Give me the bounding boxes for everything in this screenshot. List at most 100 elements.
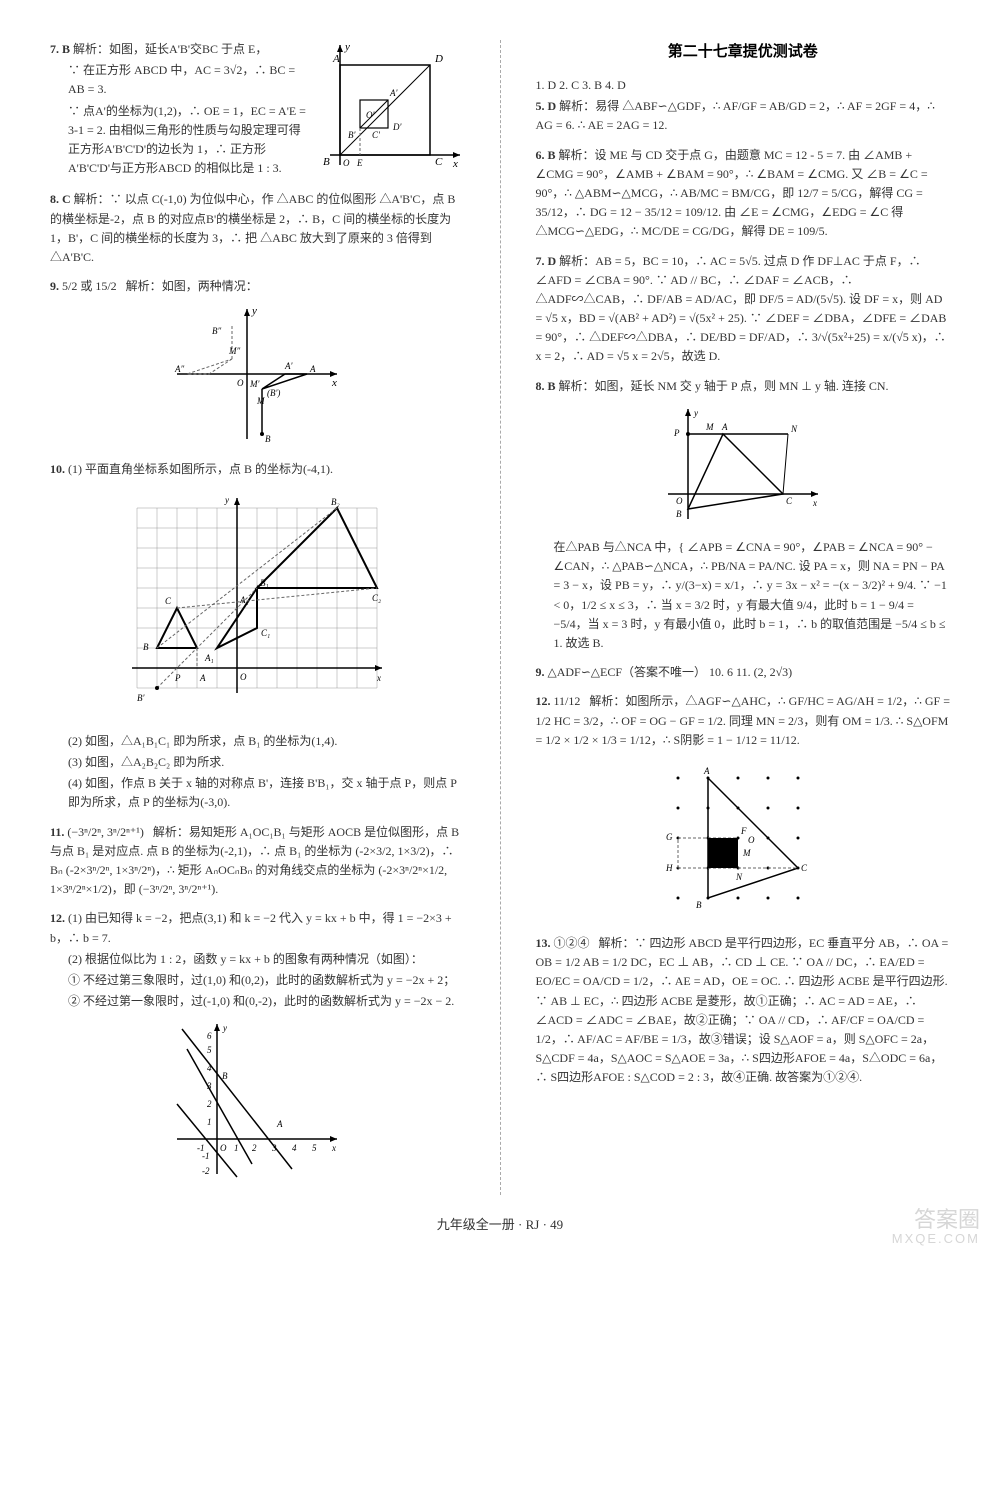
q7-l0: 如图，延长A'B'交BC 于点 E，: [109, 42, 267, 56]
r-q7-text: AB = 5，BC = 10，∴ AC = 5√5. 过点 D 作 DF⊥AC …: [536, 254, 947, 364]
r-q13-label: 解析：: [599, 936, 635, 950]
svg-text:y: y: [222, 1023, 227, 1033]
lbl-E: E: [356, 158, 363, 168]
svg-text:B: B: [696, 900, 702, 910]
svg-text:O: O: [240, 672, 247, 682]
q8-text: ∵ 以点 C(-1,0) 为位似中心，作 △ABC 的位似图形 △A'B'C，点…: [50, 192, 455, 264]
q8-num: 8. C: [50, 192, 71, 206]
lbl-Ap: A': [389, 88, 398, 98]
svg-text:y: y: [251, 305, 257, 317]
svg-text:M: M: [705, 422, 714, 432]
svg-text:A: A: [276, 1119, 283, 1129]
q11-num: 11.: [50, 825, 64, 839]
svg-text:x: x: [331, 1143, 336, 1153]
svg-text:5: 5: [312, 1143, 317, 1153]
q10: 10. (1) 平面直角坐标系如图所示，点 B 的坐标为(-4,1).: [50, 460, 465, 812]
q7-figure: A D C B A' D' B' C' O' O E x y: [315, 40, 465, 176]
q7-label: 解析：: [73, 42, 109, 56]
lbl-Op: O': [366, 110, 375, 120]
svg-text:B': B': [137, 693, 145, 703]
q11-ans: (−3ⁿ/2ⁿ, 3ⁿ/2ⁿ⁺¹): [67, 825, 143, 839]
r-q6: 6. B 解析：设 ME 与 CD 交于点 G，由题意 MC = 12 - 5 …: [536, 146, 951, 242]
svg-text:y: y: [693, 408, 698, 418]
svg-text:2: 2: [207, 1099, 212, 1109]
svg-text:F: F: [740, 826, 747, 836]
r-q8-label: 解析：: [559, 379, 595, 393]
svg-text:-2: -2: [202, 1166, 210, 1176]
svg-text:A: A: [199, 673, 206, 683]
svg-text:B: B: [265, 434, 271, 444]
svg-text:B: B: [222, 1071, 228, 1081]
svg-text:1: 1: [207, 1117, 212, 1127]
q7-num: 7. B: [50, 42, 70, 56]
r-q7-num: 7. D: [536, 254, 557, 268]
q10-p1: (1) 平面直角坐标系如图所示，点 B 的坐标为(-4,1).: [68, 462, 333, 476]
svg-text:y: y: [224, 495, 229, 505]
svg-text:M: M: [742, 848, 751, 858]
svg-text:M: M: [256, 396, 265, 406]
r-q8: 8. B 解析：如图，延长 NM 交 y 轴于 P 点，则 MN ⊥ y 轴. …: [536, 377, 951, 654]
svg-text:B₂: B₂: [331, 497, 340, 507]
svg-text:O: O: [676, 496, 683, 506]
q9: 9. 5/2 或 15/2 解析：如图，两种情况： y x O A A' A″ …: [50, 277, 465, 450]
svg-text:x: x: [812, 498, 817, 508]
r-q8-num: 8. B: [536, 379, 556, 393]
r-q13-text: ∵ 四边形 ABCD 是平行四边形，EC 垂直平分 AB，∴ OA = OB =…: [536, 936, 949, 1084]
q8: 8. C 解析：∵ 以点 C(-1,0) 为位似中心，作 △ABC 的位似图形 …: [50, 190, 465, 267]
svg-text:N: N: [790, 424, 798, 434]
svg-text:A₂: A₂: [239, 595, 249, 605]
q12-num: 12.: [50, 911, 65, 925]
q9-figure: y x O A A' A″ B (B') B″ M M' M″: [50, 304, 465, 450]
svg-text:C: C: [786, 496, 793, 506]
svg-text:4: 4: [292, 1143, 297, 1153]
q10-p3: (3) 如图，△A₂B₂C₂ 即为所求.: [50, 753, 465, 772]
svg-text:M″: M″: [228, 346, 240, 356]
q9-text: 如图，两种情况：: [162, 279, 258, 293]
svg-text:A: A: [309, 364, 316, 374]
lbl-B: B: [323, 156, 330, 168]
svg-text:O: O: [237, 378, 244, 388]
r-q13-num: 13.: [536, 936, 551, 950]
svg-text:P: P: [174, 673, 181, 683]
q12-p4: ② 不经过第一象限时，过(-1,0) 和(0,-2)，此时的函数解析式为 y =…: [50, 992, 465, 1011]
q8-label: 解析：: [74, 192, 110, 206]
q10-num: 10.: [50, 462, 65, 476]
r-q13: 13. ①②④ 解析：∵ 四边形 ABCD 是平行四边形，EC 垂直平分 AB，…: [536, 934, 951, 1088]
r-q9: 9. △ADF∽△ECF（答案不唯一） 10. 6 11. (2, 2√3): [536, 663, 951, 682]
q9-ans: 5/2 或 15/2: [62, 279, 117, 293]
svg-text:6: 6: [207, 1031, 212, 1041]
svg-text:A₁: A₁: [204, 653, 214, 663]
svg-text:3: 3: [271, 1143, 277, 1153]
lbl-D: D: [434, 53, 443, 65]
r-q5-label: 解析：: [559, 99, 595, 113]
r-q12-num: 12.: [536, 694, 551, 708]
svg-text:M': M': [249, 379, 260, 389]
svg-text:H: H: [665, 863, 673, 873]
q10-figure: B' O x y A B C P A₁ B₁ C₁ A₂ B₂ C₂: [50, 488, 465, 724]
q10-p2: (2) 如图，△A₁B₁C₁ 即为所求，点 B₁ 的坐标为(1,4).: [50, 732, 465, 751]
svg-text:-1: -1: [202, 1151, 210, 1161]
q9-label: 解析：: [126, 279, 162, 293]
lbl-Bp: B': [348, 130, 356, 140]
r-q13-ans: ①②④: [554, 936, 590, 950]
chapter-title: 第二十七章提优测试卷: [536, 40, 951, 64]
svg-text:1: 1: [234, 1143, 239, 1153]
r-q12-label: 解析：: [589, 694, 625, 708]
svg-text:A: A: [703, 766, 710, 776]
q12-p1: (1) 由已知得 k = −2，把点(3,1) 和 k = −2 代入 y = …: [50, 911, 452, 944]
lbl-C: C: [435, 156, 443, 168]
r-q5-text: 易得 △ABF∽△GDF，∴ AF/GF = AB/GD = 2，∴ AF = …: [536, 99, 935, 132]
q7: A D C B A' D' B' C' O' O E x y 7. B 解析：如…: [50, 40, 465, 180]
q12-p3: ① 不经过第三象限时，过(1,0) 和(0,2)，此时的函数解析式为 y = −…: [50, 971, 465, 990]
svg-text:B₁: B₁: [260, 578, 269, 588]
r-q8-post: 在△PAB 与△NCA 中，{ ∠APB = ∠CNA = 90°，∠PAB =…: [536, 538, 951, 653]
svg-text:A': A': [284, 361, 293, 371]
svg-text:C: C: [165, 596, 172, 606]
lbl-x: x: [452, 158, 458, 170]
r-q12: 12. 11/12 解析：如图所示，△AGF∽△AHC，∴ GF/HC = AG…: [536, 692, 951, 924]
svg-text:P: P: [673, 428, 680, 438]
r-q6-label: 解析：: [559, 148, 595, 162]
r-q9-num: 9.: [536, 665, 545, 679]
q11: 11. (−3ⁿ/2ⁿ, 3ⁿ/2ⁿ⁺¹) 解析：易知矩形 A₁OC₁B₁ 与矩…: [50, 823, 465, 900]
lbl-Dp: D': [392, 122, 402, 132]
